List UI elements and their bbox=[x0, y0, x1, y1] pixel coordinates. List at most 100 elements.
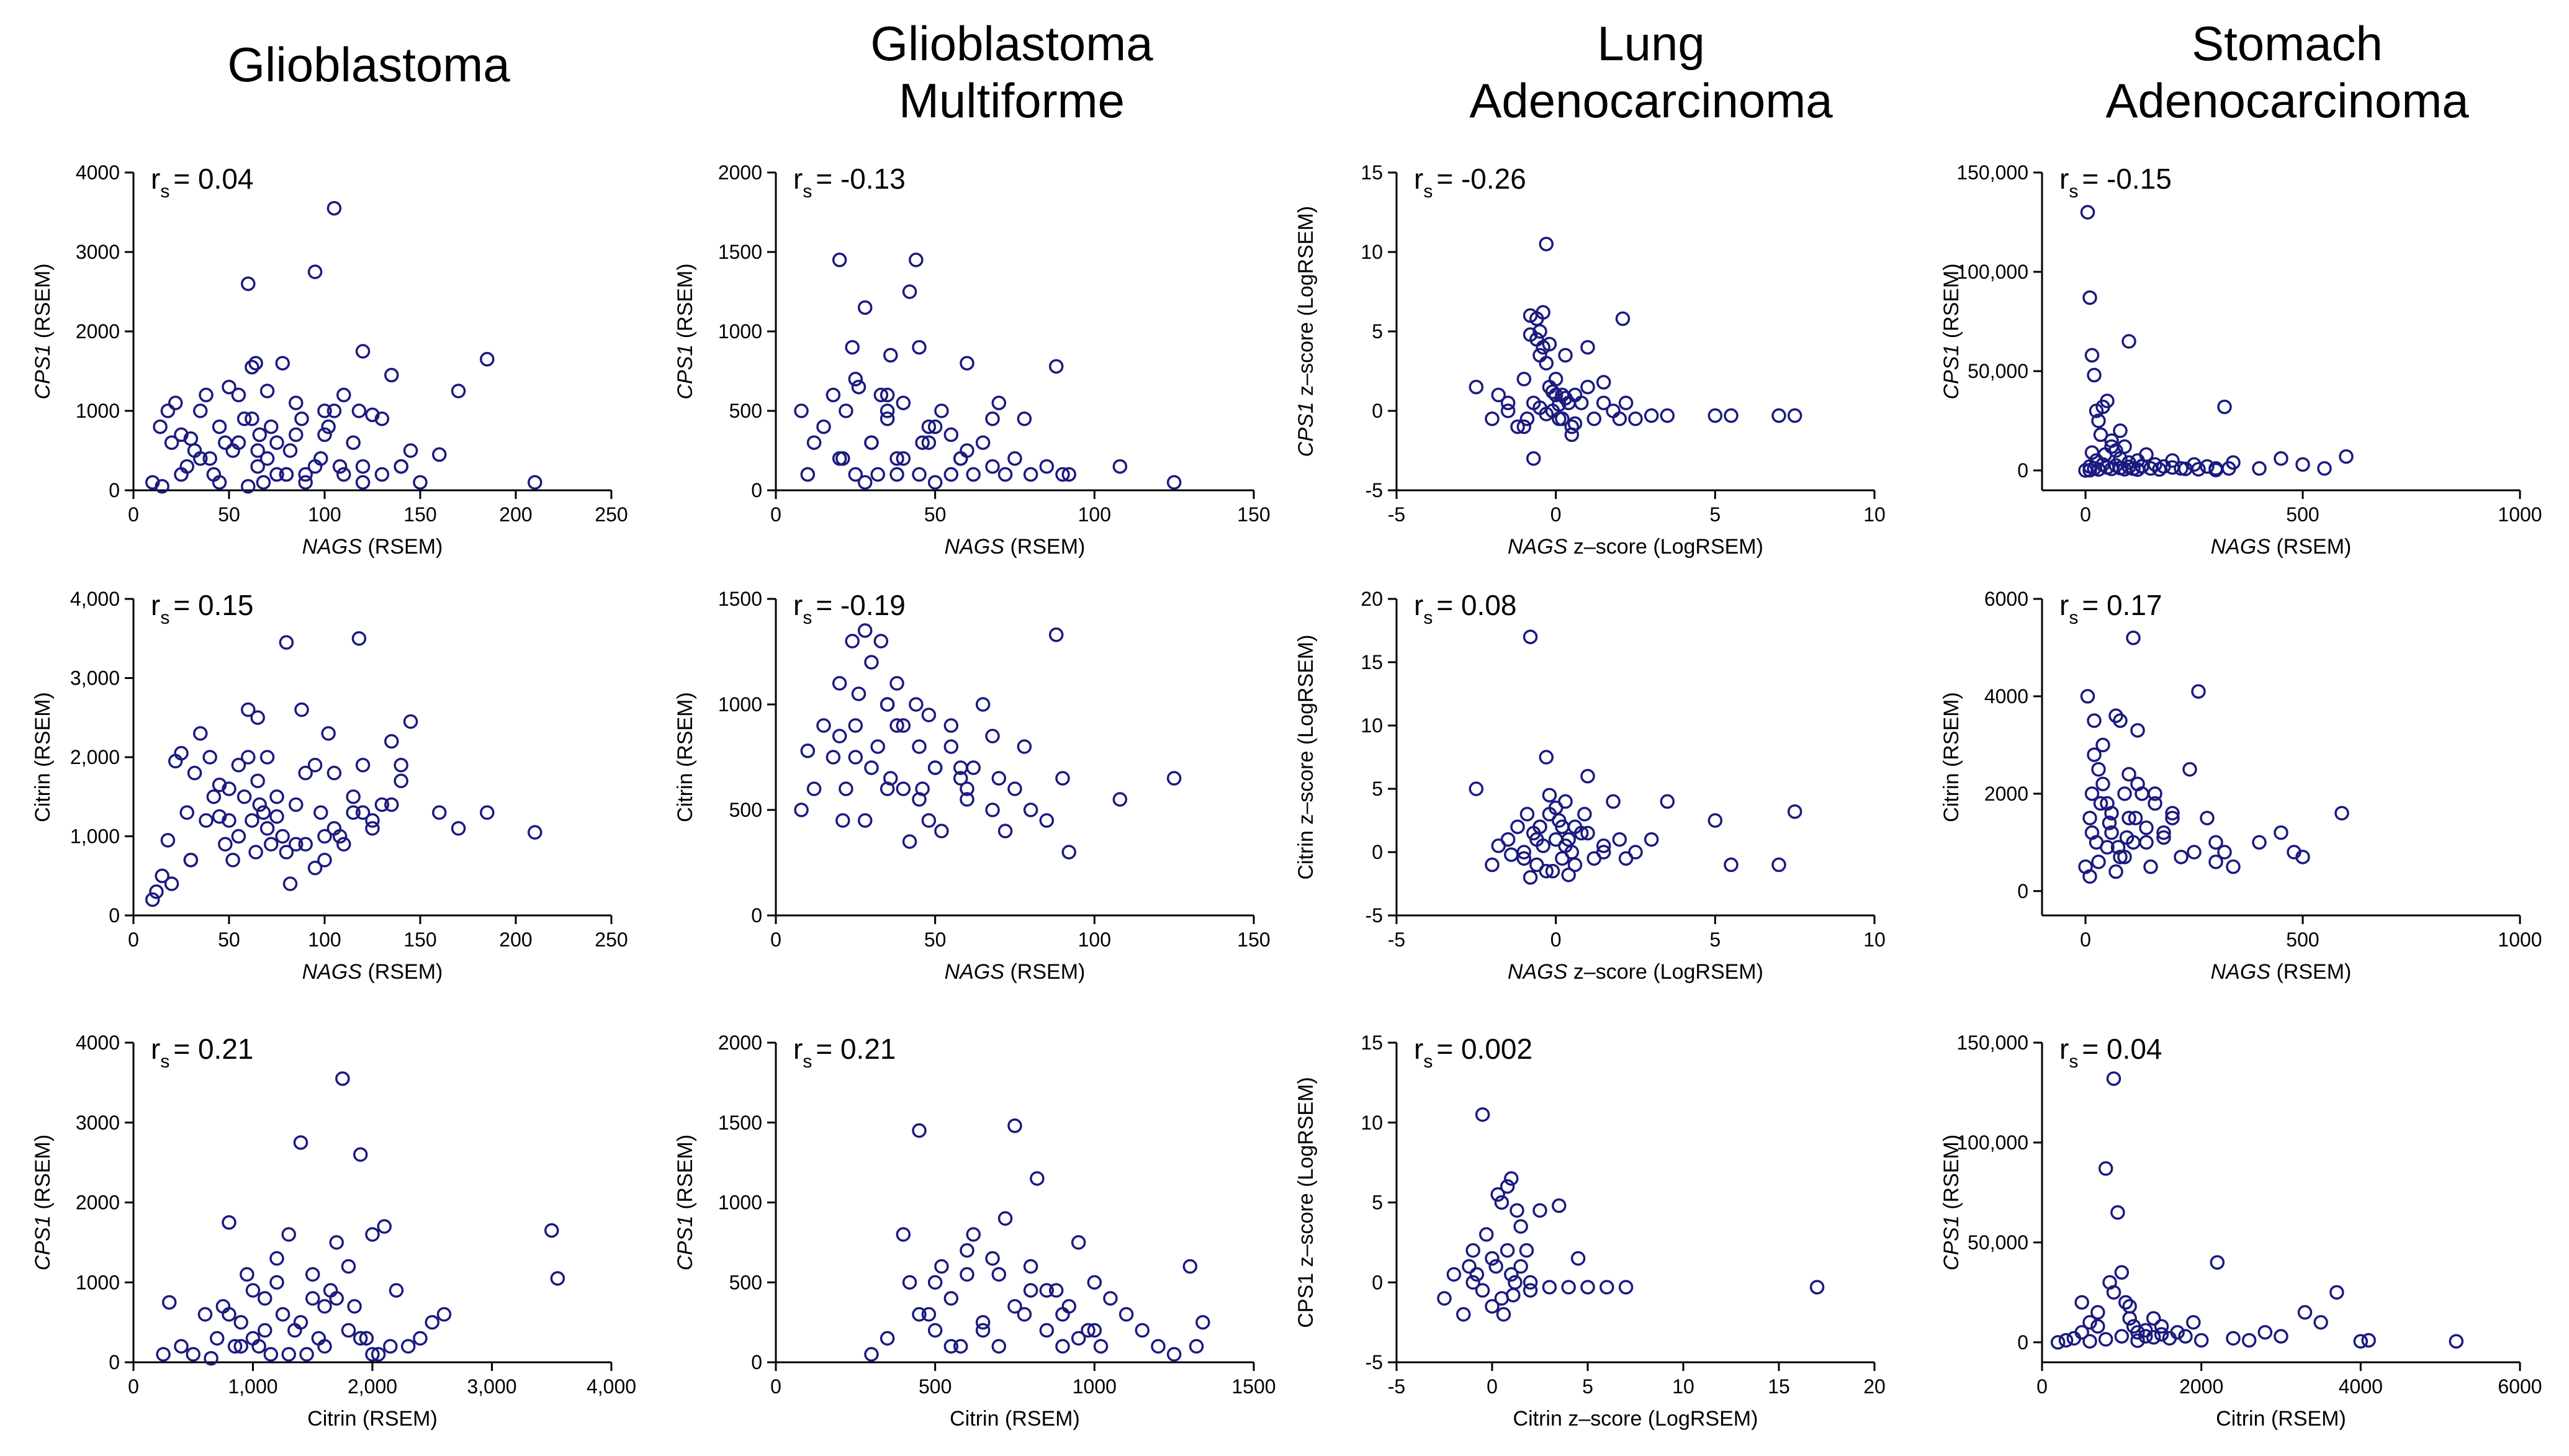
data-point bbox=[258, 1291, 272, 1306]
data-point bbox=[816, 718, 831, 733]
y-axis-label: CPS1 z–score (LogRSEM) bbox=[1294, 206, 1318, 457]
data-point bbox=[218, 837, 233, 852]
col-title-glioblastoma-multiforme: Glioblastoma Multiforme bbox=[732, 15, 1291, 129]
data-point bbox=[839, 781, 853, 796]
col-title-line2: Multiforme bbox=[898, 73, 1125, 128]
data-point bbox=[241, 750, 256, 765]
y-axis-label-unit: z–score (LogRSEM) bbox=[1294, 206, 1318, 402]
rs-symbol: r bbox=[151, 163, 160, 195]
data-point bbox=[394, 758, 408, 773]
data-point bbox=[960, 792, 974, 807]
x-axis-label-unit: (RSEM) bbox=[1004, 535, 1085, 559]
data-point bbox=[225, 853, 240, 868]
data-point bbox=[870, 467, 886, 482]
data-point bbox=[355, 805, 371, 820]
data-point bbox=[1017, 739, 1032, 754]
y-tick-label: 150,000 bbox=[1956, 1031, 2028, 1054]
data-point bbox=[1586, 411, 1602, 426]
data-point bbox=[1456, 1307, 1471, 1322]
data-point bbox=[1135, 1323, 1150, 1338]
y-tick-label: 50,000 bbox=[1968, 360, 2028, 382]
data-point bbox=[1707, 813, 1723, 828]
data-point bbox=[307, 860, 323, 876]
data-point bbox=[1485, 857, 1500, 873]
rs-subscript: s bbox=[1423, 181, 1433, 202]
data-point bbox=[1523, 327, 1538, 342]
data-point bbox=[250, 459, 265, 474]
data-point bbox=[953, 1339, 968, 1354]
data-point bbox=[480, 352, 495, 367]
y-axis-label-unit: (RSEM) bbox=[1940, 263, 1963, 344]
data-point bbox=[250, 710, 265, 725]
data-point bbox=[1552, 397, 1567, 412]
data-point bbox=[279, 635, 294, 650]
x-tick-label: 500 bbox=[2286, 503, 2319, 526]
x-axis-label-gene: NAGS bbox=[1508, 535, 1568, 559]
data-point bbox=[864, 760, 879, 775]
scatter-panel-stad-citrin-cps1: 0 2000 4000 6000 0 50,000 100,000 150,000 Citrin… bbox=[1940, 1031, 2542, 1431]
data-point bbox=[326, 200, 342, 216]
data-point bbox=[864, 655, 879, 670]
y-axis-label: CPS1 (RSEM) bbox=[673, 263, 697, 399]
data-point bbox=[902, 284, 917, 299]
data-point bbox=[313, 805, 328, 820]
data-point bbox=[336, 837, 351, 852]
data-point bbox=[155, 868, 169, 883]
data-point bbox=[1506, 1288, 1521, 1303]
x-tick-label: 50 bbox=[218, 503, 240, 526]
data-point bbox=[806, 435, 822, 450]
data-point bbox=[1485, 1299, 1500, 1314]
data-point bbox=[1548, 387, 1563, 403]
rs-subscript: s bbox=[160, 181, 169, 202]
data-point bbox=[953, 771, 968, 786]
data-point bbox=[2106, 1071, 2121, 1086]
data-point bbox=[204, 1350, 218, 1366]
data-point bbox=[1596, 845, 1611, 860]
data-point bbox=[275, 356, 290, 371]
rs-value: = 0.08 bbox=[1436, 589, 1516, 621]
data-point bbox=[293, 1314, 308, 1330]
data-point bbox=[1599, 1280, 1614, 1295]
y-tick-label: 4000 bbox=[76, 1031, 120, 1054]
data-point bbox=[160, 403, 176, 418]
data-point bbox=[1112, 792, 1128, 807]
data-point bbox=[1548, 372, 1563, 387]
x-tick-label: 15 bbox=[1768, 1375, 1790, 1398]
x-axis-label: NAGS (RSEM) bbox=[2211, 960, 2352, 984]
data-point bbox=[346, 435, 361, 450]
x-tick-label: 1500 bbox=[1231, 1375, 1276, 1398]
x-tick-label: 4,000 bbox=[587, 1375, 636, 1398]
data-point bbox=[2130, 1324, 2145, 1340]
data-point bbox=[269, 467, 284, 482]
data-point bbox=[156, 1347, 171, 1362]
rs-annotation: rs = -0.15 bbox=[2059, 163, 2172, 202]
y-tick-label: 150,000 bbox=[1956, 161, 2028, 184]
y-tick-label: 4,000 bbox=[70, 588, 120, 610]
data-point bbox=[193, 451, 208, 466]
rs-annotation: rs = -0.26 bbox=[1414, 163, 1526, 202]
y-tick-label: 0 bbox=[1372, 1271, 1383, 1293]
data-point bbox=[222, 1215, 236, 1230]
x-tick-label: -5 bbox=[1388, 503, 1405, 526]
data-point bbox=[2193, 1332, 2209, 1348]
data-point bbox=[1555, 819, 1570, 834]
data-point bbox=[2186, 1314, 2201, 1330]
x-tick-label: 0 bbox=[2080, 503, 2091, 526]
data-point bbox=[346, 805, 361, 820]
data-point bbox=[174, 745, 189, 761]
y-tick-label: 1500 bbox=[718, 1112, 762, 1134]
data-point bbox=[2113, 713, 2128, 728]
data-point bbox=[183, 853, 199, 868]
data-point bbox=[145, 892, 160, 907]
data-point bbox=[966, 1227, 981, 1242]
data-point bbox=[210, 1331, 225, 1346]
x-tick-label: -5 bbox=[1388, 928, 1405, 951]
data-point bbox=[1048, 359, 1064, 374]
y-axis-label-gene: CPS1 bbox=[1294, 402, 1318, 457]
y-tick-label: 2000 bbox=[76, 1192, 120, 1214]
data-point bbox=[2241, 1332, 2257, 1348]
data-point bbox=[1724, 408, 1739, 423]
x-tick-label: -5 bbox=[1388, 1375, 1405, 1398]
data-point bbox=[1539, 863, 1554, 879]
